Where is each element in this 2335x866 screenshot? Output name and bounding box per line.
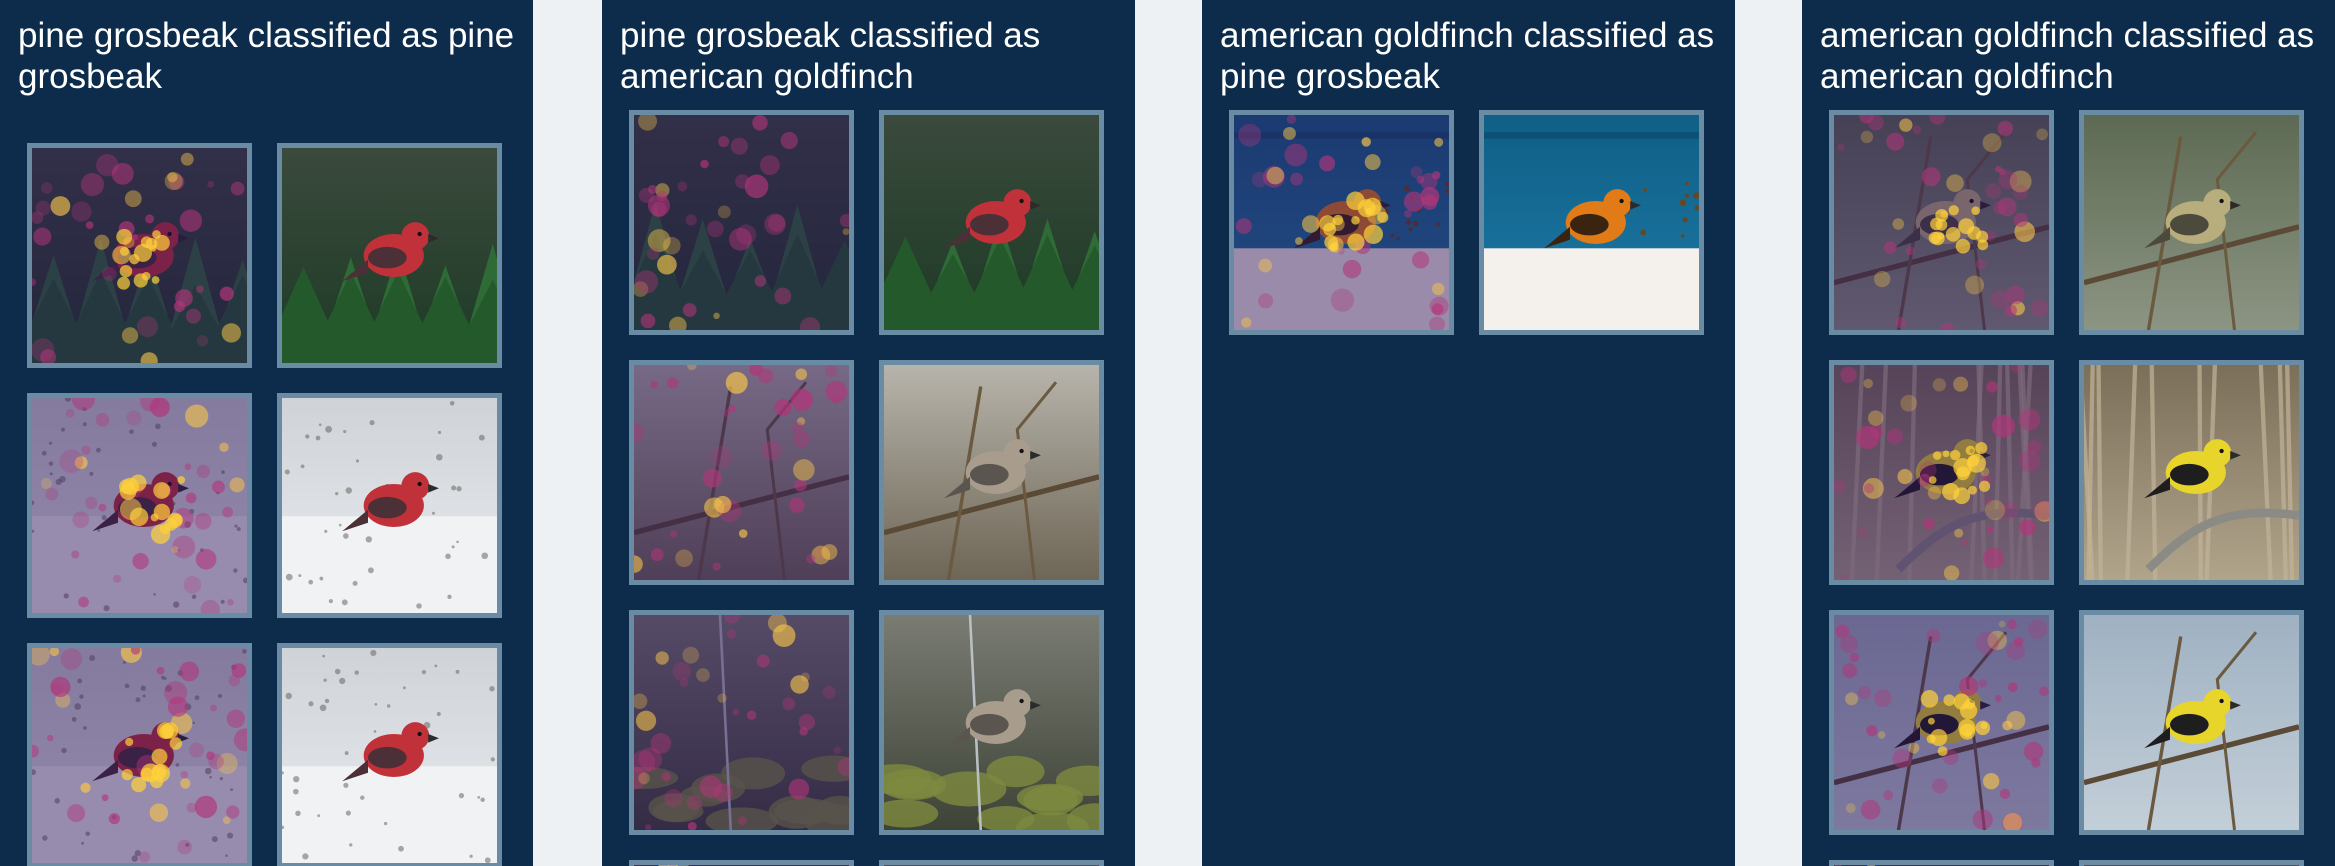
bird-photo <box>879 110 1104 335</box>
panel-title: pine grosbeak classified as american gol… <box>620 16 1041 96</box>
panel-pine-as-pine: pine grosbeak classified as pine grosbea… <box>0 0 533 866</box>
bird-photo <box>879 860 1104 866</box>
bird-photo <box>277 393 502 618</box>
bird-photo <box>277 643 502 866</box>
bird-photo <box>2079 110 2304 335</box>
bird-photo <box>1479 110 1704 335</box>
panel-title: american goldfinch classified as america… <box>1820 16 2315 96</box>
saliency-map-image <box>27 143 252 368</box>
bird-photo <box>2079 360 2304 585</box>
bird-photo <box>277 143 502 368</box>
panel-title: american goldfinch classified as pine gr… <box>1220 16 1715 96</box>
bird-photo <box>879 610 1104 835</box>
saliency-map-image <box>629 110 854 335</box>
saliency-map-image <box>1829 110 2054 335</box>
saliency-map-image <box>629 610 854 835</box>
saliency-map-image <box>1229 110 1454 335</box>
saliency-map-image <box>629 860 854 866</box>
panel-title: pine grosbeak classified as pine grosbea… <box>18 16 515 96</box>
saliency-map-image <box>629 360 854 585</box>
saliency-map-image <box>27 393 252 618</box>
saliency-map-image <box>1829 860 2054 866</box>
panel-goldfinch-as-goldfinch: american goldfinch classified as america… <box>1802 0 2335 866</box>
saliency-map-image <box>1829 610 2054 835</box>
saliency-map-image <box>1829 360 2054 585</box>
panel-goldfinch-as-pine: american goldfinch classified as pine gr… <box>1202 0 1735 866</box>
bird-photo <box>2079 860 2304 866</box>
saliency-map-image <box>27 643 252 866</box>
bird-photo <box>879 360 1104 585</box>
panel-pine-as-goldfinch: pine grosbeak classified as american gol… <box>602 0 1135 866</box>
bird-photo <box>2079 610 2304 835</box>
